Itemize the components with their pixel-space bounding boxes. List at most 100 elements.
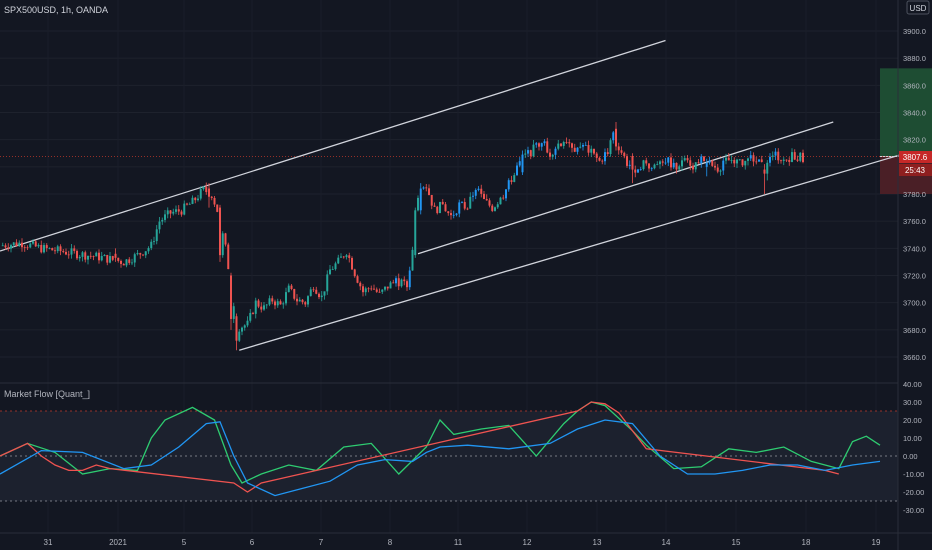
candle-body	[356, 276, 359, 283]
candle-body	[230, 275, 232, 319]
candle-body	[136, 253, 139, 255]
time-tick-label: 12	[523, 538, 532, 547]
candle-body	[389, 282, 392, 289]
candle-body	[543, 141, 546, 144]
price-tick-label: 3720.0	[903, 272, 926, 281]
indicator-axis[interactable]: 40.00 30.00 20.00 10.00 0.00 -10.00 -20.00 -30.…	[903, 380, 924, 515]
candle-body	[331, 269, 334, 270]
candle-body	[472, 195, 474, 197]
candle-body	[312, 289, 315, 291]
candle-body	[697, 162, 700, 164]
candle-body	[257, 300, 260, 307]
candle-body	[205, 186, 208, 193]
candle-body	[659, 161, 661, 165]
candle-body	[348, 255, 351, 258]
candle-body	[650, 168, 653, 170]
candle-body	[557, 143, 560, 149]
candle-body	[524, 153, 527, 155]
candle-body	[202, 186, 205, 190]
candle-body	[730, 159, 733, 161]
candle-body	[708, 160, 711, 163]
candle-body	[604, 152, 606, 162]
candlestick-series	[1, 122, 804, 351]
time-tick-label: 8	[388, 538, 393, 547]
candle-body	[474, 189, 477, 196]
candle-body	[799, 152, 802, 161]
candle-body	[714, 165, 716, 168]
candle-body	[447, 211, 450, 214]
candle-body	[411, 249, 414, 271]
currency-badge[interactable]: USD	[910, 4, 927, 13]
candle-body	[70, 248, 73, 255]
candle-body	[131, 262, 133, 264]
candle-body	[364, 288, 367, 293]
candle-body	[686, 158, 689, 161]
candle-body	[67, 254, 70, 256]
candle-body	[45, 245, 48, 249]
candle-body	[664, 162, 667, 164]
time-tick-label: 2021	[109, 538, 127, 547]
price-tick-label: 3840.0	[903, 109, 926, 118]
candle-body	[494, 207, 496, 211]
currency-badge-frame[interactable]	[906, 0, 930, 15]
candle-body	[705, 162, 708, 167]
candle-body	[51, 248, 54, 251]
candle-body	[491, 205, 494, 211]
candle-body	[10, 245, 12, 249]
candle-body	[749, 155, 752, 159]
candle-body	[227, 244, 230, 270]
candle-body	[285, 292, 287, 304]
indicator-tick-label: 10.00	[903, 434, 922, 443]
indicator-tick-label: 30.00	[903, 398, 922, 407]
candle-body	[683, 158, 686, 161]
candle-body	[320, 295, 323, 298]
candle-body	[469, 196, 472, 209]
indicator-tick-label: 0.00	[903, 452, 918, 461]
candle-body	[719, 170, 722, 172]
candle-body	[700, 156, 703, 164]
candle-body	[793, 152, 796, 160]
candle-body	[518, 161, 521, 166]
candle-body	[373, 288, 375, 290]
symbol-title[interactable]: SPX500USD, 1h, OANDA	[4, 5, 108, 15]
candle-body	[92, 256, 95, 257]
candle-body	[428, 188, 430, 195]
candle-body	[98, 252, 100, 261]
indicator-tick-label: 40.00	[903, 380, 922, 389]
indicator-tick-label: -20.00	[903, 488, 924, 497]
candle-body	[711, 160, 714, 166]
indicator-title[interactable]: Market Flow [Quant_]	[4, 389, 90, 399]
candle-body	[463, 202, 466, 209]
candle-body	[615, 128, 617, 147]
candle-body	[276, 301, 279, 306]
candle-body	[340, 256, 342, 258]
candle-body	[744, 160, 747, 166]
candle-body	[507, 180, 510, 190]
candle-body	[510, 180, 513, 182]
price-tick-label: 3760.0	[903, 217, 926, 226]
candle-body	[488, 200, 491, 206]
candle-body	[290, 285, 293, 290]
candle-body	[76, 250, 78, 259]
candle-body	[568, 142, 571, 144]
price-tick-label: 3740.0	[903, 244, 926, 253]
candle-body	[419, 188, 422, 211]
candle-body	[386, 286, 389, 289]
candle-body	[458, 202, 461, 214]
candle-body	[527, 150, 529, 154]
trendlines[interactable]	[0, 39, 911, 351]
candle-body	[100, 256, 103, 261]
candle-body	[279, 301, 282, 305]
time-axis[interactable]: 31 2021 5 6 7 8 11 12 13 14 15 18 19	[44, 538, 881, 547]
candle-body	[120, 260, 122, 264]
candle-body	[142, 254, 144, 256]
candle-body	[584, 145, 587, 146]
time-tick-label: 19	[872, 538, 881, 547]
candle-body	[345, 255, 348, 258]
candle-body	[551, 154, 554, 157]
candle-body	[645, 160, 648, 164]
candle-body	[59, 246, 62, 252]
candle-body	[337, 257, 340, 264]
candle-body	[186, 203, 188, 205]
